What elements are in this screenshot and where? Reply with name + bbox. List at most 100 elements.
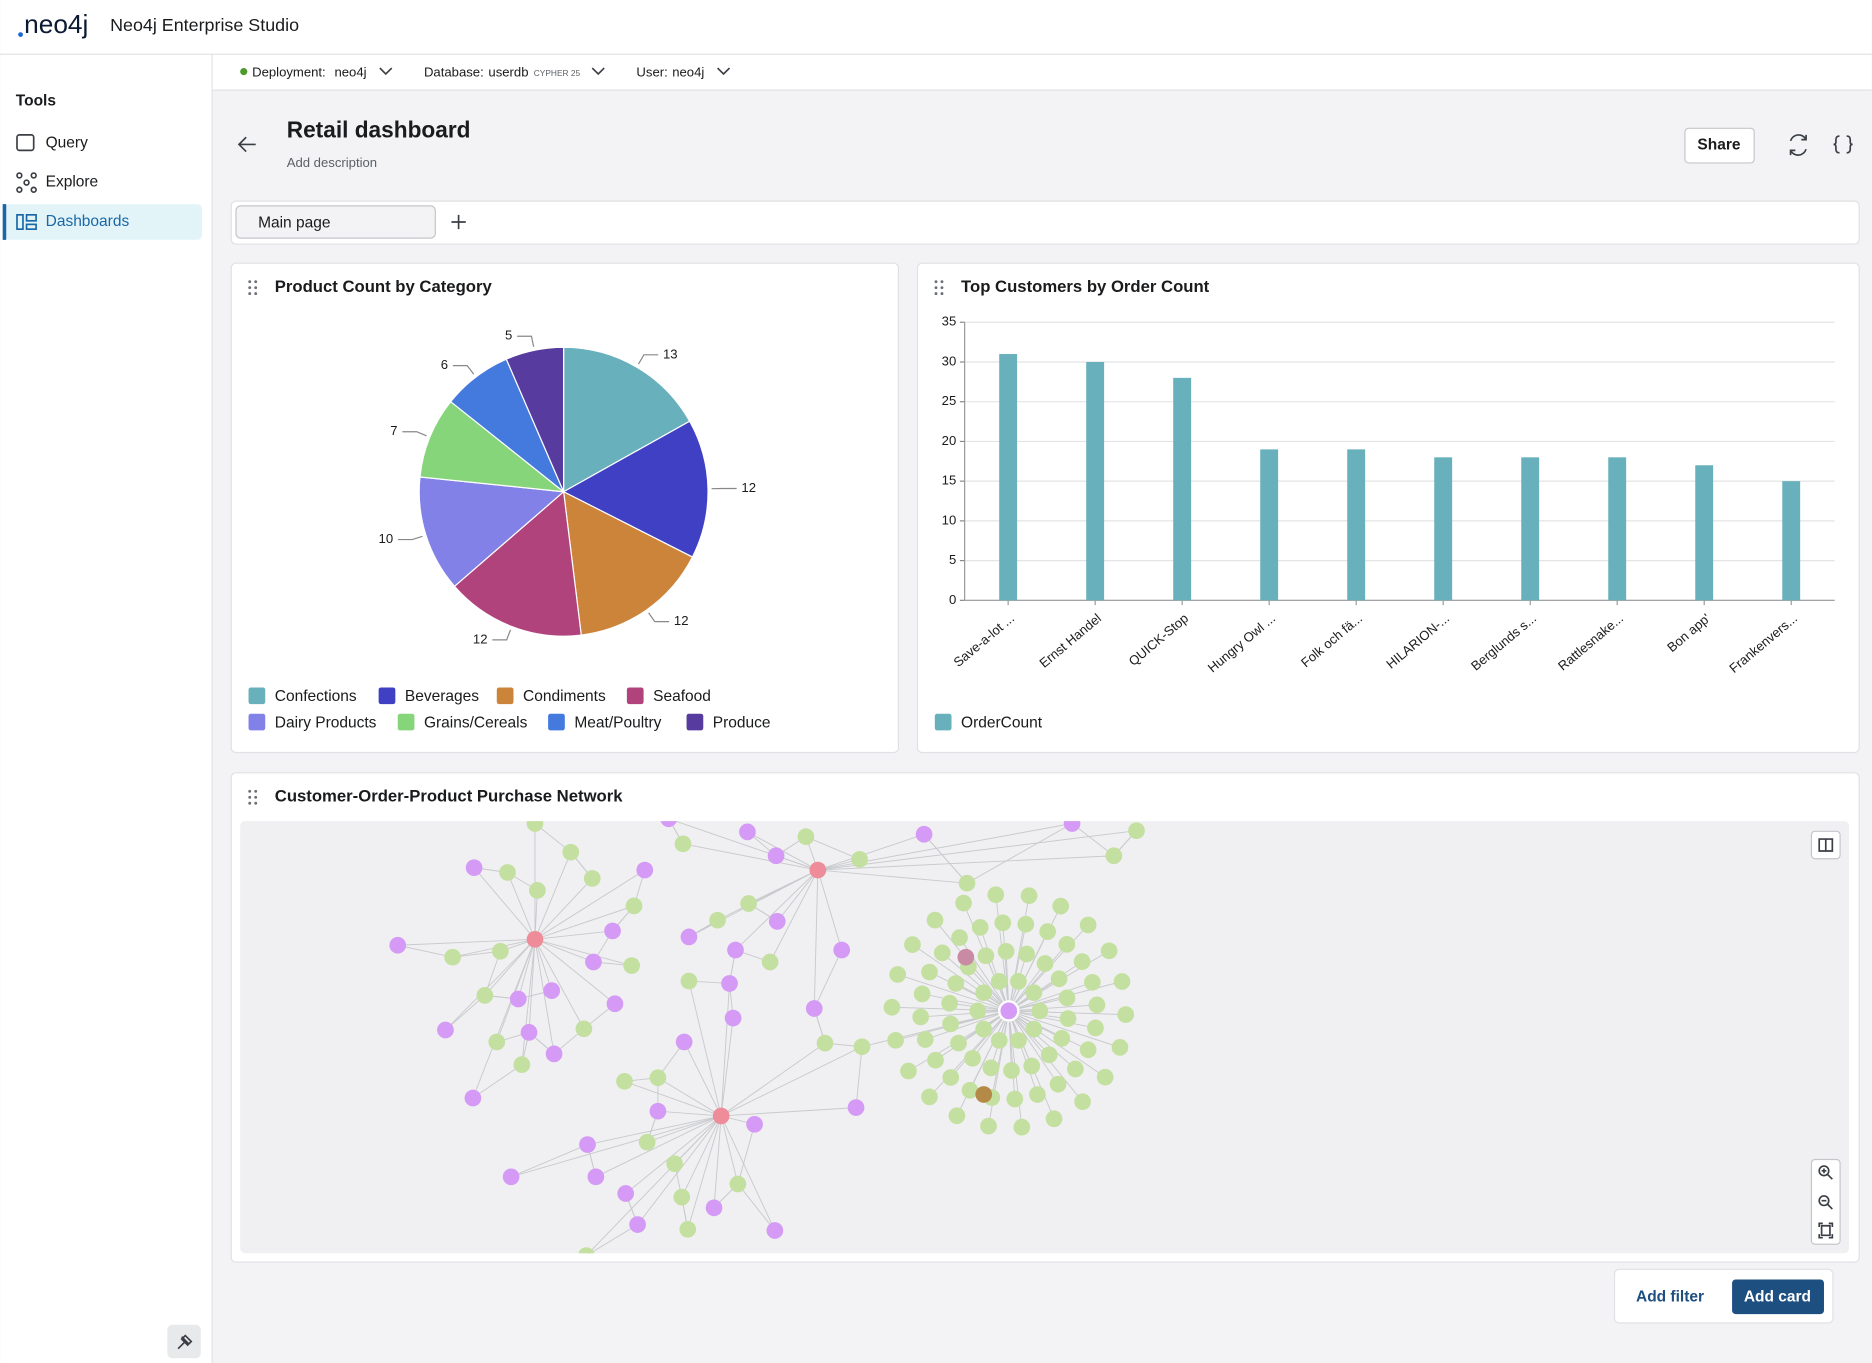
node [739, 823, 756, 841]
node [1074, 1093, 1091, 1111]
nav-item[interactable]: Dashboards [46, 213, 130, 230]
value[interactable]: neo4j [672, 64, 704, 79]
node [674, 835, 692, 853]
bar [1608, 457, 1627, 601]
value[interactable]: neo4j [334, 64, 366, 79]
node [680, 928, 698, 946]
zoom-in[interactable] [1818, 1165, 1833, 1180]
edge [683, 1041, 722, 1117]
node [585, 953, 602, 971]
edge [534, 851, 572, 940]
node [927, 1051, 944, 1069]
edge [528, 939, 536, 1033]
json-button[interactable] [1833, 135, 1853, 154]
edge [687, 1115, 722, 1230]
edge [521, 939, 536, 1065]
nav-item[interactable]: Query [46, 134, 88, 151]
y-tick-label: 25 [942, 393, 957, 408]
node [604, 922, 621, 940]
edge [929, 971, 1010, 1012]
node [444, 948, 461, 966]
bar [1260, 449, 1279, 601]
edge [534, 938, 594, 963]
edge [735, 869, 819, 951]
node [629, 1216, 646, 1233]
node [1031, 1002, 1049, 1020]
node [816, 1034, 834, 1052]
top-bar [0, 0, 1872, 54]
edge [484, 938, 536, 996]
node [957, 948, 975, 966]
legend-swatch [248, 713, 266, 731]
node [987, 886, 1005, 904]
card-title: Top Customers by Order Count [961, 277, 1210, 296]
node [675, 1033, 693, 1051]
share-label: Share [1697, 137, 1740, 154]
refresh-button[interactable] [1789, 134, 1807, 156]
back-button[interactable] [237, 136, 256, 153]
node [1023, 1057, 1041, 1075]
node [673, 1188, 691, 1206]
node [625, 897, 643, 915]
tab[interactable] [235, 205, 436, 239]
edge [534, 878, 593, 940]
y-tick-label: 5 [949, 552, 956, 567]
graph [389, 821, 1145, 1254]
node [1058, 989, 1076, 1007]
nav-item[interactable]: Explore [46, 174, 99, 191]
bar [1434, 457, 1453, 601]
add-filter[interactable]: Add filter [1636, 1288, 1704, 1305]
fit-view[interactable] [1818, 1222, 1834, 1239]
node [926, 911, 944, 929]
node [851, 850, 868, 868]
edge [776, 869, 819, 922]
legend-swatch [248, 687, 266, 705]
badge: CYPHER 25 [534, 68, 581, 78]
bar [1173, 377, 1192, 601]
leader-line [402, 431, 427, 437]
node [887, 1031, 904, 1049]
node [797, 828, 815, 846]
legend-swatch [496, 687, 514, 705]
legend-label: Dairy Products [275, 714, 377, 731]
node [1100, 942, 1118, 960]
node [1049, 1075, 1067, 1093]
description[interactable]: Add description [287, 155, 377, 170]
share-button[interactable] [1684, 127, 1755, 164]
edge [720, 1115, 776, 1231]
edge [1008, 981, 1093, 1012]
sidebar [0, 54, 212, 1363]
bar [1347, 449, 1366, 601]
node [649, 1069, 667, 1087]
edge [1008, 1010, 1016, 1100]
add-card: Add card [1744, 1288, 1811, 1305]
y-tick-label: 0 [949, 592, 956, 607]
pie-slice [562, 490, 694, 636]
node [649, 1102, 667, 1120]
brand: neo4j [24, 9, 88, 39]
value[interactable]: userdb [488, 64, 528, 79]
edge [496, 939, 536, 1043]
node [513, 1056, 531, 1073]
edge [720, 983, 730, 1116]
pie-slice [453, 490, 582, 637]
add-tab[interactable] [451, 214, 466, 230]
edge [445, 938, 536, 1031]
node [998, 1000, 1020, 1022]
graph-area [240, 821, 1850, 1254]
edge [534, 938, 616, 1005]
node [1067, 1060, 1084, 1078]
legend-label: Confections [275, 688, 357, 705]
edge [1008, 1010, 1089, 1051]
edge [941, 952, 1010, 1012]
add-card-button[interactable] [1732, 1279, 1824, 1315]
zoom-out[interactable] [1818, 1195, 1833, 1210]
edge [966, 823, 1073, 884]
node [1105, 847, 1123, 865]
edge [510, 1115, 722, 1178]
edge [681, 1115, 722, 1198]
node [1039, 923, 1057, 940]
node [766, 1222, 784, 1239]
node [660, 821, 678, 828]
